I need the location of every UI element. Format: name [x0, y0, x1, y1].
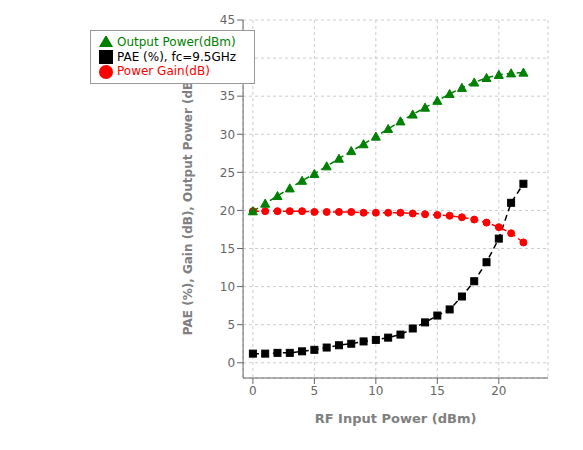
svg-text:35: 35 [220, 89, 235, 103]
svg-text:RF Input Power (dBm): RF Input Power (dBm) [315, 411, 477, 426]
svg-text:0: 0 [227, 356, 235, 370]
svg-text:15: 15 [220, 242, 235, 256]
svg-text:45: 45 [220, 13, 235, 27]
svg-text:PAE (%), Gain (dB), Output Pow: PAE (%), Gain (dB), Output Power (dBm) [181, 63, 195, 335]
svg-text:40: 40 [220, 51, 235, 65]
svg-text:20: 20 [491, 384, 506, 398]
svg-text:25: 25 [220, 166, 235, 180]
svg-text:5: 5 [227, 318, 235, 332]
svg-text:10: 10 [220, 280, 235, 294]
svg-text:20: 20 [220, 204, 235, 218]
svg-text:30: 30 [220, 128, 235, 142]
svg-text:5: 5 [311, 384, 319, 398]
svg-text:15: 15 [430, 384, 445, 398]
svg-text:0: 0 [249, 384, 257, 398]
svg-text:10: 10 [368, 384, 383, 398]
